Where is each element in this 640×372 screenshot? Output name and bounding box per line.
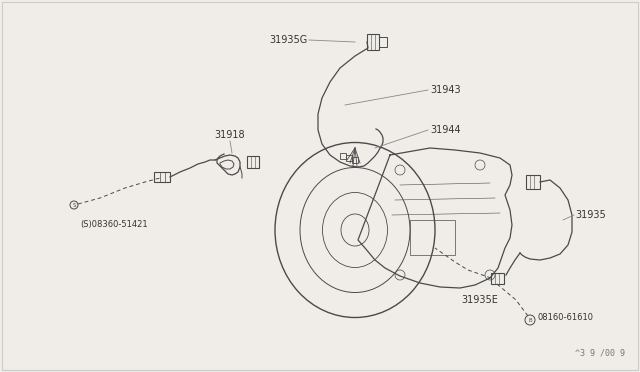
Bar (367, 34, 379, 50)
Text: ^3 9 /00 9: ^3 9 /00 9 (575, 349, 625, 358)
Bar (410, 220, 455, 255)
Bar (526, 175, 540, 189)
Text: 31935E: 31935E (461, 295, 499, 305)
Text: 31918: 31918 (214, 130, 245, 140)
Text: (S)08360-51421: (S)08360-51421 (80, 220, 148, 229)
Bar (491, 273, 504, 284)
Text: S: S (72, 202, 76, 208)
Bar (379, 37, 387, 47)
Bar (352, 157, 358, 163)
Text: 31935G: 31935G (269, 35, 308, 45)
Text: 31944: 31944 (430, 125, 461, 135)
Bar (346, 155, 352, 161)
Bar (340, 153, 346, 159)
Text: 08160-61610: 08160-61610 (537, 312, 593, 321)
Bar (247, 156, 259, 168)
Bar (154, 172, 170, 182)
Text: 31935: 31935 (575, 210, 605, 220)
Text: B: B (528, 317, 532, 323)
Text: 31943: 31943 (430, 85, 461, 95)
